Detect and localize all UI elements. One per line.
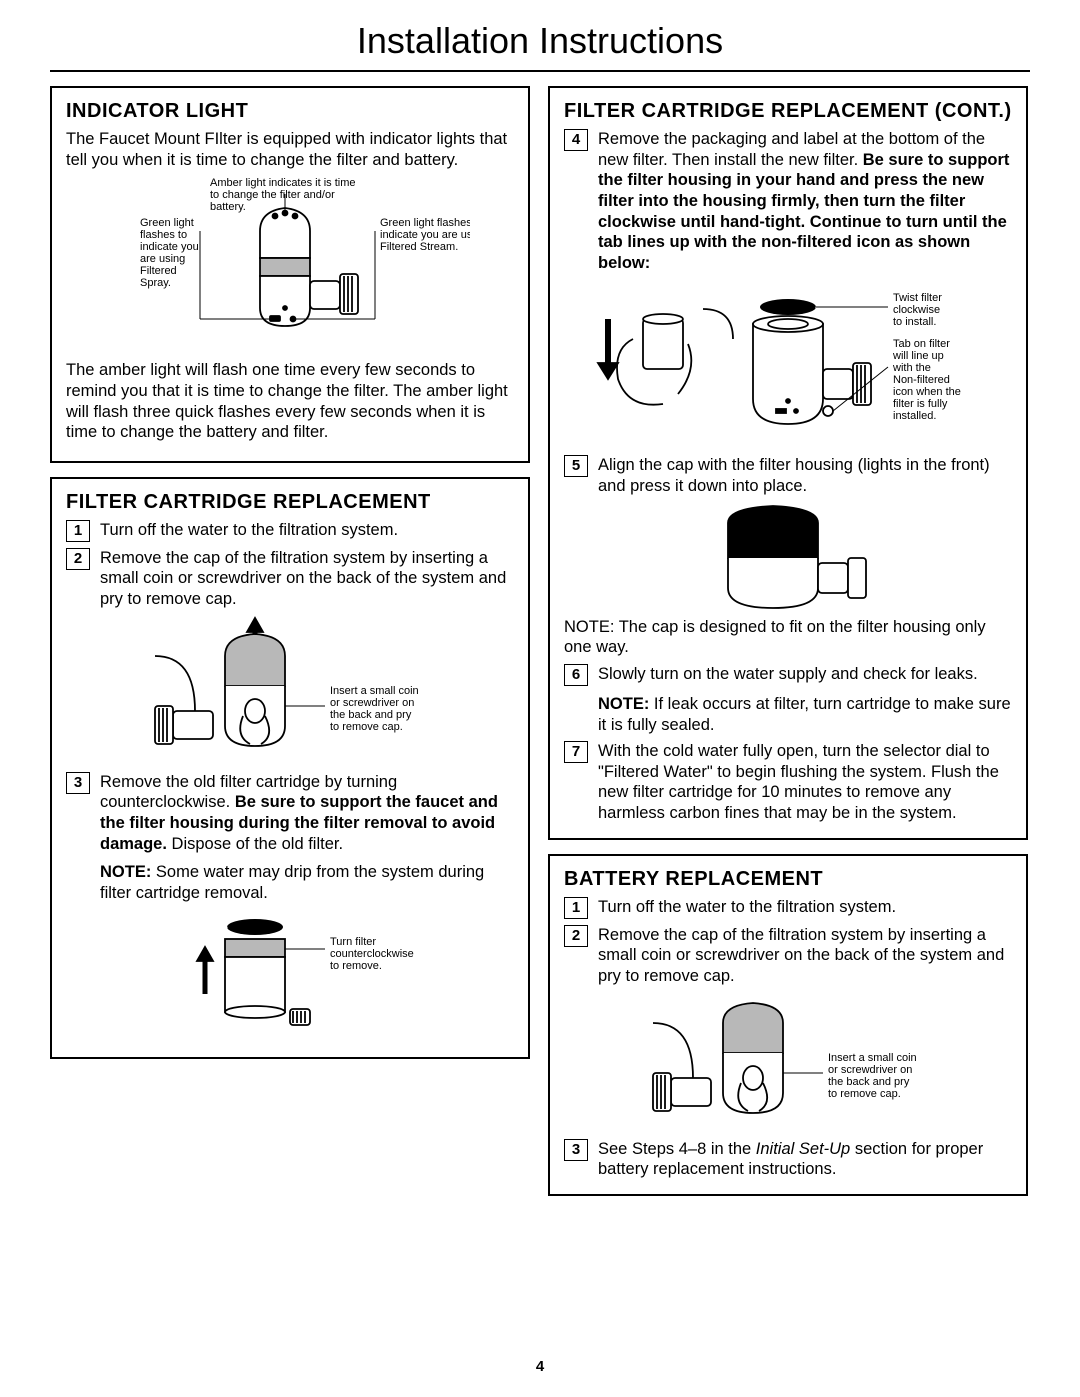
step5-text: Align the cap with the filter housing (l… — [598, 455, 1012, 496]
svg-text:will line up: will line up — [892, 350, 944, 362]
svg-text:Insert a small coin: Insert a small coin — [330, 685, 419, 697]
svg-text:or screwdriver on: or screwdriver on — [330, 697, 414, 709]
indicator-para2: The amber light will flash one time ever… — [66, 360, 514, 443]
svg-text:to change the filter and/or: to change the filter and/or — [210, 189, 335, 201]
svg-text:battery.: battery. — [210, 201, 246, 213]
svg-text:indicate you: indicate you — [140, 241, 199, 253]
step6-text: Slowly turn on the water supply and chec… — [598, 664, 978, 685]
svg-text:Turn filter: Turn filter — [330, 936, 376, 948]
battery-step3-text: See Steps 4–8 in the Initial Set-Up sect… — [598, 1139, 1012, 1180]
step1-text: Turn off the water to the filtration sys… — [100, 520, 398, 541]
figure-turn-ccw: Turn filter counterclockwise to remove. — [66, 909, 514, 1039]
page-number: 4 — [0, 1358, 1080, 1375]
svg-text:installed.: installed. — [893, 410, 936, 422]
svg-text:Insert a small coin: Insert a small coin — [828, 1052, 917, 1064]
svg-text:are using: are using — [140, 253, 185, 265]
page-title: Installation Instructions — [50, 20, 1030, 62]
step-2: 2 Remove the cap of the filtration syste… — [66, 548, 514, 610]
svg-text:Spray.: Spray. — [140, 277, 171, 289]
svg-text:flashes to: flashes to — [140, 229, 187, 241]
svg-text:Tab on filter: Tab on filter — [893, 338, 950, 350]
step-4: 4 Remove the packaging and label at the … — [564, 129, 1012, 273]
figure-remove-cap: Insert a small coin or screwdriver on th… — [66, 616, 514, 766]
svg-text:icon when the: icon when the — [893, 386, 961, 398]
figure-indicator-lights: Amber light indicates it is time to chan… — [66, 176, 514, 356]
battery-step-num-2: 2 — [564, 925, 588, 947]
svg-text:to remove cap.: to remove cap. — [330, 721, 403, 733]
step-num-7: 7 — [564, 741, 588, 763]
svg-text:clockwise: clockwise — [893, 304, 940, 316]
step-num-2: 2 — [66, 548, 90, 570]
step-num-4: 4 — [564, 129, 588, 151]
step-num-1: 1 — [66, 520, 90, 542]
figure-install-filter: Twist filter clockwise to install. Tab o… — [564, 279, 1012, 449]
step-num-5: 5 — [564, 455, 588, 477]
heading-filter-replace-cont: FILTER CARTRIDGE REPLACEMENT (CONT.) — [564, 100, 1012, 123]
step-7: 7 With the cold water fully open, turn t… — [564, 741, 1012, 824]
heading-battery-replace: BATTERY REPLACEMENT — [564, 868, 1012, 891]
battery-step-num-3: 3 — [564, 1139, 588, 1161]
step3-text: Remove the old filter cartridge by turni… — [100, 772, 514, 855]
step-num-6: 6 — [564, 664, 588, 686]
note-leak: NOTE: If leak occurs at filter, turn car… — [598, 694, 1012, 735]
svg-text:counterclockwise: counterclockwise — [330, 948, 414, 960]
step2-text: Remove the cap of the filtration system … — [100, 548, 514, 610]
svg-text:Amber light indicates it is ti: Amber light indicates it is time — [210, 177, 356, 189]
two-column-layout: INDICATOR LIGHT The Faucet Mount FIlter … — [50, 86, 1030, 1196]
battery-step-1: 1 Turn off the water to the filtration s… — [564, 897, 1012, 919]
svg-text:the back and pry: the back and pry — [828, 1076, 910, 1088]
svg-text:with the: with the — [892, 362, 931, 374]
step7-text: With the cold water fully open, turn the… — [598, 741, 1012, 824]
step-1: 1 Turn off the water to the filtration s… — [66, 520, 514, 542]
heading-indicator-light: INDICATOR LIGHT — [66, 100, 514, 123]
right-column: FILTER CARTRIDGE REPLACEMENT (CONT.) 4 R… — [548, 86, 1028, 1196]
svg-text:to remove.: to remove. — [330, 960, 382, 972]
svg-text:to remove cap.: to remove cap. — [828, 1088, 901, 1100]
step-6: 6 Slowly turn on the water supply and ch… — [564, 664, 1012, 686]
svg-text:indicate you are using: indicate you are using — [380, 229, 470, 241]
step-num-3: 3 — [66, 772, 90, 794]
svg-text:Twist filter: Twist filter — [893, 292, 942, 304]
section-filter-replace: FILTER CARTRIDGE REPLACEMENT 1 Turn off … — [50, 477, 530, 1060]
step4-text: Remove the packaging and label at the bo… — [598, 129, 1012, 273]
note-cap-fit: NOTE: The cap is designed to fit on the … — [564, 617, 1012, 658]
step-5: 5 Align the cap with the filter housing … — [564, 455, 1012, 496]
battery-step-num-1: 1 — [564, 897, 588, 919]
section-indicator-light: INDICATOR LIGHT The Faucet Mount FIlter … — [50, 86, 530, 463]
section-filter-replace-cont: FILTER CARTRIDGE REPLACEMENT (CONT.) 4 R… — [548, 86, 1028, 840]
step-3: 3 Remove the old filter cartridge by tur… — [66, 772, 514, 855]
svg-text:Filtered Stream.: Filtered Stream. — [380, 241, 458, 253]
heading-filter-replace: FILTER CARTRIDGE REPLACEMENT — [66, 491, 514, 514]
figure-battery-remove-cap: Insert a small coin or screwdriver on th… — [564, 993, 1012, 1133]
battery-step-3: 3 See Steps 4–8 in the Initial Set-Up se… — [564, 1139, 1012, 1180]
left-column: INDICATOR LIGHT The Faucet Mount FIlter … — [50, 86, 530, 1196]
svg-text:or screwdriver on: or screwdriver on — [828, 1064, 912, 1076]
svg-text:filter is fully: filter is fully — [893, 398, 948, 410]
battery-step1-text: Turn off the water to the filtration sys… — [598, 897, 896, 918]
svg-text:to install.: to install. — [893, 316, 936, 328]
svg-text:Green light: Green light — [140, 217, 194, 229]
fig1-callout-top: Amber light indicates it is time — [210, 177, 356, 189]
svg-text:Green light flashes to: Green light flashes to — [380, 217, 470, 229]
section-battery-replace: BATTERY REPLACEMENT 1 Turn off the water… — [548, 854, 1028, 1196]
indicator-intro: The Faucet Mount FIlter is equipped with… — [66, 129, 514, 170]
note-drip: NOTE: Some water may drip from the syste… — [100, 862, 514, 903]
svg-text:the back and pry: the back and pry — [330, 709, 412, 721]
svg-text:Filtered: Filtered — [140, 265, 177, 277]
battery-step-2: 2 Remove the cap of the filtration syste… — [564, 925, 1012, 987]
figure-align-cap — [564, 503, 1012, 613]
battery-step2-text: Remove the cap of the filtration system … — [598, 925, 1012, 987]
title-rule — [50, 70, 1030, 72]
svg-text:Non-filtered: Non-filtered — [893, 374, 950, 386]
